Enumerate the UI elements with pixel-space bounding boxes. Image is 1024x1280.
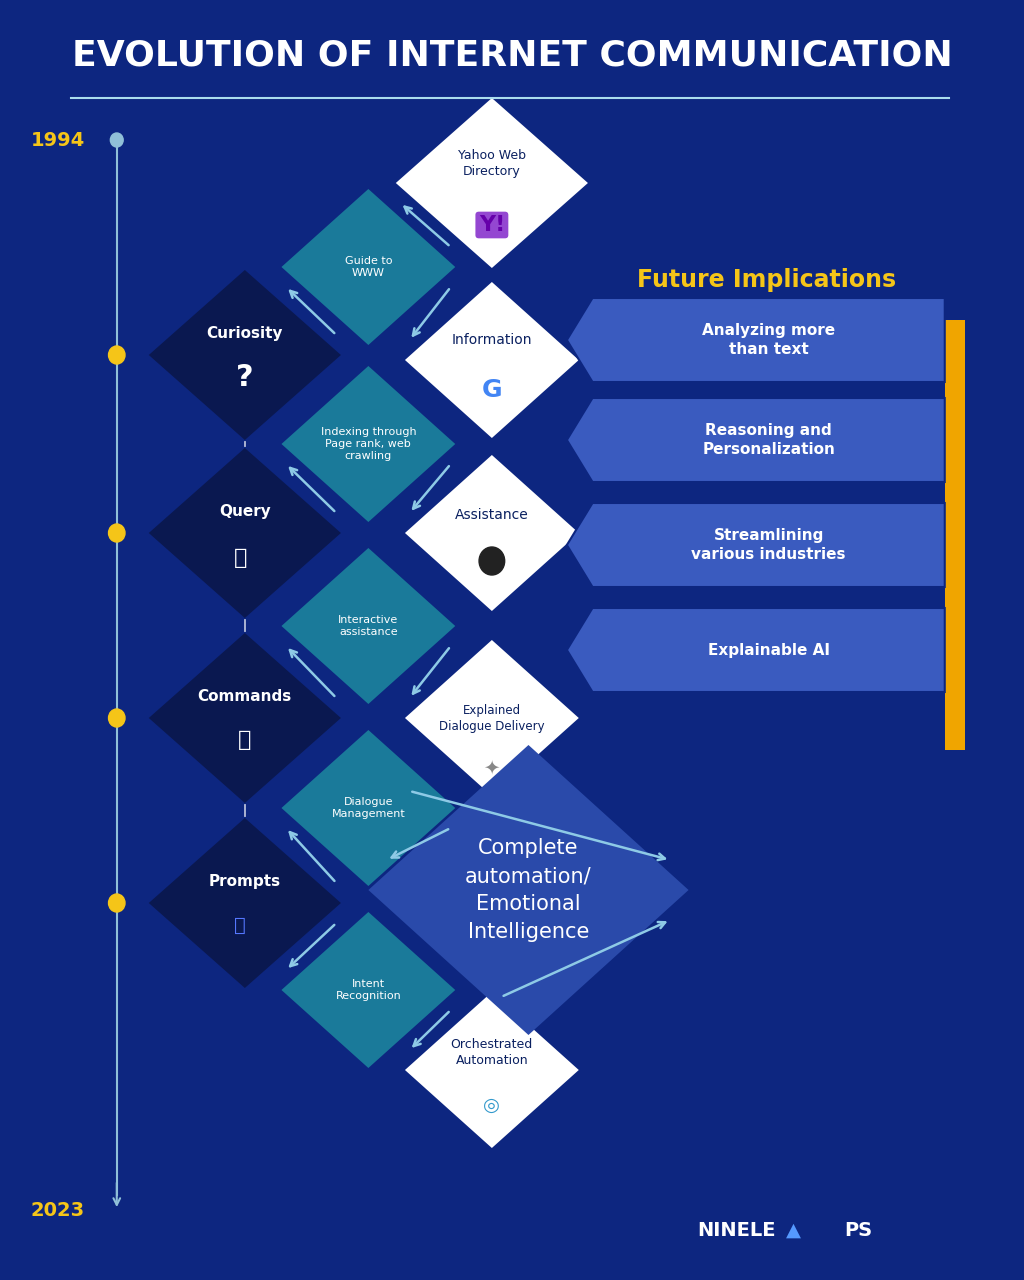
Polygon shape [567, 503, 945, 588]
Text: Commands: Commands [198, 689, 292, 704]
Circle shape [109, 893, 125, 913]
Text: Prompts: Prompts [209, 873, 281, 888]
Polygon shape [567, 298, 945, 381]
Polygon shape [282, 913, 456, 1068]
Polygon shape [148, 818, 341, 988]
Text: Analyzing more
than text: Analyzing more than text [702, 324, 836, 357]
Polygon shape [148, 270, 341, 440]
Text: PS: PS [844, 1221, 871, 1239]
Text: Explained
Dialogue Delivery: Explained Dialogue Delivery [439, 704, 545, 732]
Text: NINELE: NINELE [697, 1221, 775, 1239]
Text: 🎤: 🎤 [239, 730, 252, 750]
Text: 🤖: 🤖 [234, 915, 246, 934]
Polygon shape [404, 992, 579, 1148]
Text: Interactive
assistance: Interactive assistance [338, 614, 398, 637]
Circle shape [479, 547, 505, 575]
Text: Dialogue
Management: Dialogue Management [332, 796, 406, 819]
Text: Streamlining
various industries: Streamlining various industries [691, 529, 846, 562]
Text: 2023: 2023 [31, 1201, 85, 1220]
Polygon shape [282, 730, 456, 886]
Circle shape [109, 346, 125, 364]
Text: G: G [481, 378, 502, 402]
Polygon shape [148, 634, 341, 803]
Text: Future Implications: Future Implications [637, 268, 896, 292]
Bar [945, 320, 965, 750]
Text: Y!: Y! [479, 215, 505, 236]
Text: Yahoo Web
Directory: Yahoo Web Directory [458, 148, 526, 178]
Polygon shape [148, 448, 341, 618]
Polygon shape [282, 189, 456, 346]
Polygon shape [369, 745, 688, 1036]
Text: EVOLUTION OF INTERNET COMMUNICATION: EVOLUTION OF INTERNET COMMUNICATION [72, 38, 952, 72]
Polygon shape [567, 398, 945, 483]
Text: Information: Information [452, 333, 532, 347]
Polygon shape [404, 454, 579, 611]
Text: Assistance: Assistance [455, 508, 528, 522]
Text: 1994: 1994 [31, 131, 85, 150]
Text: Indexing through
Page rank, web
crawling: Indexing through Page rank, web crawling [321, 426, 416, 461]
Polygon shape [396, 99, 588, 268]
Polygon shape [404, 640, 579, 796]
Circle shape [111, 133, 123, 147]
Text: ▲: ▲ [786, 1221, 802, 1239]
Text: Complete
automation/
Emotional
Intelligence: Complete automation/ Emotional Intellige… [465, 838, 592, 942]
Text: ?: ? [237, 362, 254, 392]
Text: Guide to
WWW: Guide to WWW [345, 256, 392, 278]
Polygon shape [404, 282, 579, 438]
Polygon shape [282, 366, 456, 522]
Text: Reasoning and
Personalization: Reasoning and Personalization [702, 424, 835, 457]
Text: ✦: ✦ [483, 759, 500, 777]
Text: Curiosity: Curiosity [207, 325, 283, 340]
Text: 🔍: 🔍 [233, 548, 247, 568]
Polygon shape [282, 548, 456, 704]
Text: Explainable AI: Explainable AI [708, 643, 829, 658]
Polygon shape [567, 608, 945, 692]
Text: ◎: ◎ [483, 1096, 501, 1115]
Circle shape [109, 524, 125, 541]
Circle shape [109, 709, 125, 727]
Text: Orchestrated
Automation: Orchestrated Automation [451, 1038, 534, 1066]
Text: Query: Query [219, 503, 270, 518]
Text: Intent
Recognition: Intent Recognition [336, 979, 401, 1001]
